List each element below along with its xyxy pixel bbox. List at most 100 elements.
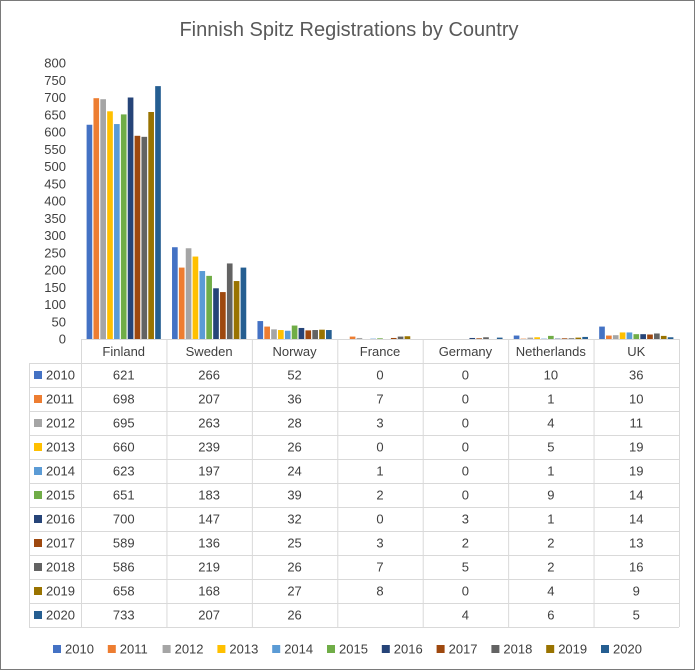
bar-2019-uk — [660, 335, 667, 339]
legend-swatch-2020 — [601, 645, 609, 653]
table-cell: 36 — [287, 392, 301, 407]
bar-2014-finland — [114, 124, 120, 339]
table-cell: 0 — [376, 512, 383, 527]
legend-swatch-2015 — [327, 645, 335, 653]
legend-key-2013 — [34, 443, 42, 451]
table-cell: 25 — [287, 536, 301, 551]
y-tick-label: 200 — [44, 263, 66, 278]
y-tick-label: 600 — [44, 125, 66, 140]
row-label-2020: 2020 — [46, 608, 75, 623]
table-cell: 16 — [629, 560, 643, 575]
table-cell: 263 — [198, 416, 220, 431]
bar-2015-finland — [120, 114, 127, 339]
bar-2020-netherlands — [582, 336, 588, 339]
bar-2013-finland — [107, 111, 113, 339]
legend-key-2019 — [34, 587, 42, 595]
row-label-2016: 2016 — [46, 512, 75, 527]
y-axis: 0 50 100 150 200 250 300 350 400 450 500 550 600 650 7… — [44, 56, 66, 347]
y-tick-label: 550 — [44, 142, 66, 157]
bar-2017-france — [390, 337, 397, 339]
bar-2015-netherlands — [548, 335, 554, 339]
table-cell: 9 — [633, 584, 640, 599]
table-cell: 586 — [113, 560, 135, 575]
legend-label-2012: 2012 — [175, 642, 204, 657]
legend-key-2017 — [34, 539, 42, 547]
table-cell: 5 — [462, 560, 469, 575]
bar-2011-finland — [93, 98, 100, 339]
table-cell: 651 — [113, 488, 135, 503]
bar-2019-finland — [148, 111, 154, 340]
table-cell: 147 — [198, 512, 220, 527]
legend-key-2018 — [34, 563, 42, 571]
table-cell: 1 — [547, 512, 554, 527]
table-cell: 4 — [547, 584, 554, 599]
legend-label-2016: 2016 — [394, 642, 423, 657]
bar-2017-netherlands — [561, 338, 568, 339]
table-cell: 6 — [547, 608, 554, 623]
table-cell: 0 — [462, 584, 469, 599]
table-cell: 621 — [113, 368, 135, 383]
table-cell: 4 — [462, 608, 469, 623]
bar-2020-finland — [155, 86, 161, 340]
table-cell: 197 — [198, 464, 220, 479]
bar-2014-norway — [284, 330, 291, 339]
table-cell: 207 — [198, 608, 220, 623]
bar-2016-uk — [640, 334, 646, 339]
row-label-2014: 2014 — [46, 464, 75, 479]
category-label-sweden: Sweden — [186, 344, 233, 359]
category-label-germany: Germany — [439, 344, 493, 359]
table-cell: 2 — [376, 488, 383, 503]
row-label-2010: 2010 — [46, 368, 75, 383]
bar-2012-sweden — [185, 248, 192, 339]
table-cell: 10 — [544, 368, 558, 383]
legend-key-2011 — [34, 395, 42, 403]
bar-2018-norway — [312, 330, 318, 339]
legend-label-2017: 2017 — [449, 642, 478, 657]
table-cell: 3 — [376, 536, 383, 551]
bar-2011-france — [349, 336, 356, 339]
bar-2017-germany — [476, 338, 482, 339]
category-label-netherlands: Netherlands — [516, 344, 587, 359]
y-tick-label: 400 — [44, 194, 66, 209]
bar-2020-uk — [667, 337, 674, 339]
bar-2020-sweden — [240, 267, 247, 339]
legend-key-2010 — [34, 371, 42, 379]
table-cell: 13 — [629, 536, 643, 551]
legend-key-2020 — [34, 611, 42, 619]
bar-2011-uk — [606, 335, 612, 339]
table-cell: 7 — [376, 392, 383, 407]
table-cell: 623 — [113, 464, 135, 479]
table-cell: 266 — [198, 368, 220, 383]
table-cell: 207 — [198, 392, 220, 407]
bar-2010-finland — [86, 124, 93, 339]
legend-key-2015 — [34, 491, 42, 499]
legend-swatch-2011 — [107, 645, 116, 653]
bar-2012-netherlands — [527, 337, 534, 339]
table-cell: 3 — [376, 416, 383, 431]
table-cell: 5 — [633, 608, 640, 623]
table-cell: 14 — [629, 488, 643, 503]
category-label-finland: Finland — [102, 344, 145, 359]
bar-2011-sweden — [178, 267, 185, 339]
bar-2016-norway — [298, 327, 305, 339]
bar-2010-netherlands — [513, 335, 520, 339]
table-cell: 26 — [287, 440, 301, 455]
bar-2013-netherlands — [534, 337, 540, 339]
bar-2012-france — [356, 337, 363, 339]
bar-2019-sweden — [233, 281, 240, 339]
table-cell: 0 — [462, 392, 469, 407]
category-label-france: France — [360, 344, 400, 359]
table-cell: 32 — [287, 512, 301, 527]
table-cell: 183 — [198, 488, 220, 503]
table-cell: 0 — [376, 440, 383, 455]
bar-2016-finland — [127, 97, 134, 339]
table-cell: 695 — [113, 416, 135, 431]
bar-2018-netherlands — [568, 338, 575, 339]
table-cell: 7 — [376, 560, 383, 575]
table-cell: 1 — [547, 464, 554, 479]
table-cell: 0 — [376, 368, 383, 383]
table-cell: 219 — [198, 560, 220, 575]
table-cell: 28 — [287, 416, 301, 431]
bar-2018-uk — [654, 333, 660, 339]
